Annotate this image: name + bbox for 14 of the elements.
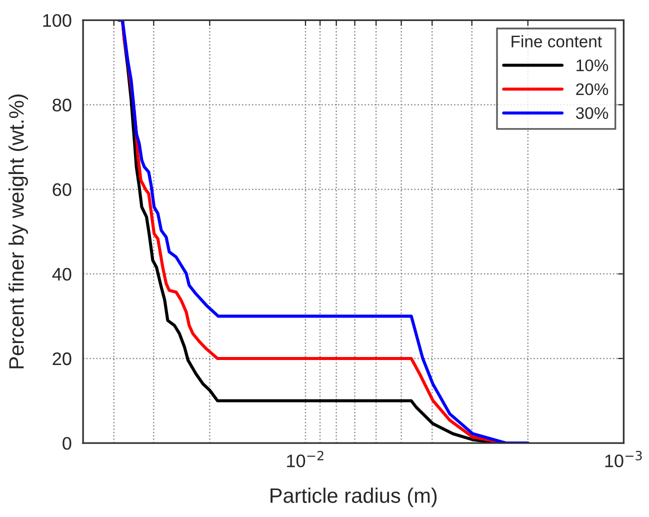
y-axis-title: Percent finer by weight (wt.%): [8, 94, 28, 368]
legend-title: Fine content: [512, 35, 602, 48]
y-tick-label: 80: [52, 98, 72, 112]
x-tick-label: 10$^{−3}$: [605, 450, 642, 468]
y-tick-label: 0: [62, 437, 72, 450]
y-tick-label: 60: [52, 183, 72, 196]
legend-label: 10%: [576, 59, 608, 72]
y-tick-label: 20: [52, 352, 72, 366]
x-tick-label: 10$^{−2}$: [287, 450, 324, 468]
x-axis-title: Particle radius (m): [270, 488, 437, 508]
y-tick-label: 100: [43, 14, 72, 27]
y-tick-label: 40: [52, 268, 72, 281]
legend-label: 20%: [576, 83, 608, 96]
legend-label: 30%: [576, 107, 608, 120]
